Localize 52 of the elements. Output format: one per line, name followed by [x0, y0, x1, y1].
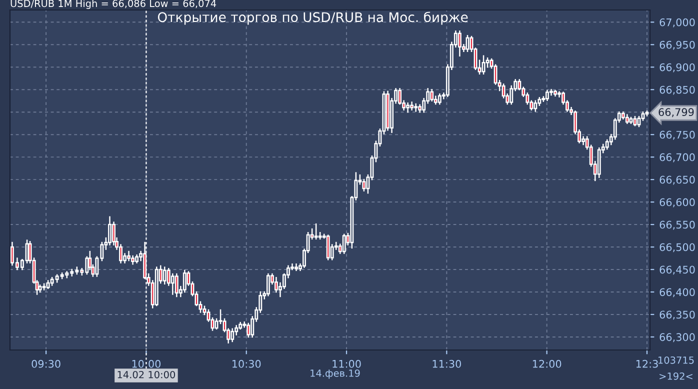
candlestick: [314, 223, 318, 240]
candlestick: [246, 322, 250, 338]
y-tick-label: 66,900: [660, 63, 695, 72]
y-tick-label: 66,550: [660, 220, 695, 230]
candlestick: [362, 178, 366, 192]
ref-line-label: 14.02 10:00: [118, 370, 176, 378]
x-tick-label: 12:00: [532, 360, 562, 368]
candlestick: [274, 276, 278, 293]
text: 66,799: [658, 108, 694, 118]
y-tick-label: 66,350: [660, 310, 695, 320]
candlestick: [458, 30, 462, 56]
chart-subtitle: USD/RUB 1M High = 66,086 Low = 66,074: [10, 0, 216, 9]
y-tick-label: 66,500: [660, 243, 695, 252]
candlestick: [182, 270, 186, 293]
candlestick: [326, 234, 330, 260]
x-tick-label: 11:30: [432, 360, 461, 368]
y-tick-label: 66,700: [660, 153, 695, 162]
y-tick-label: 66,950: [660, 40, 695, 50]
candlestick: [342, 234, 346, 254]
candlestick: [510, 85, 514, 105]
x-tick-label: 12:3: [636, 360, 658, 368]
y-tick-label: 66,750: [660, 130, 695, 140]
text: >192<: [660, 372, 692, 380]
y-tick-label: 67,000: [660, 18, 695, 28]
x-tick-label: 11:00: [332, 360, 361, 368]
chart-title: Открытие торгов по USD/RUB на Мос. бирже: [158, 12, 468, 25]
candlestick: [174, 273, 178, 298]
candlestick: [170, 273, 174, 295]
y-tick-label: 66,300: [660, 333, 695, 342]
x-tick-label: 10:30: [232, 360, 261, 368]
candlestick: [430, 88, 434, 102]
candlestick: [294, 263, 298, 272]
candlestick: [162, 266, 166, 285]
candlestick: [546, 90, 549, 102]
candlestick: [637, 116, 641, 128]
candlestick: [534, 100, 538, 112]
candlestick: [466, 35, 470, 52]
candlestick: [266, 273, 270, 296]
text: 14.фев.19: [310, 369, 360, 379]
candlestick: [214, 318, 218, 330]
x-tick-label: 09:30: [32, 360, 60, 368]
candlestick: [230, 328, 234, 342]
candlestick: [438, 93, 442, 105]
y-tick-label: 66,400: [660, 288, 695, 298]
y-tick-label: 66,850: [660, 86, 695, 95]
y-tick-label: 66,600: [660, 198, 695, 208]
candlestick: [482, 55, 486, 74]
x-tick-label: 10:00: [132, 360, 161, 368]
y-tick-label: 66,450: [660, 266, 695, 275]
text: 103715: [658, 356, 694, 364]
y-tick-label: 66,650: [660, 176, 695, 185]
candlestick: [414, 103, 418, 112]
